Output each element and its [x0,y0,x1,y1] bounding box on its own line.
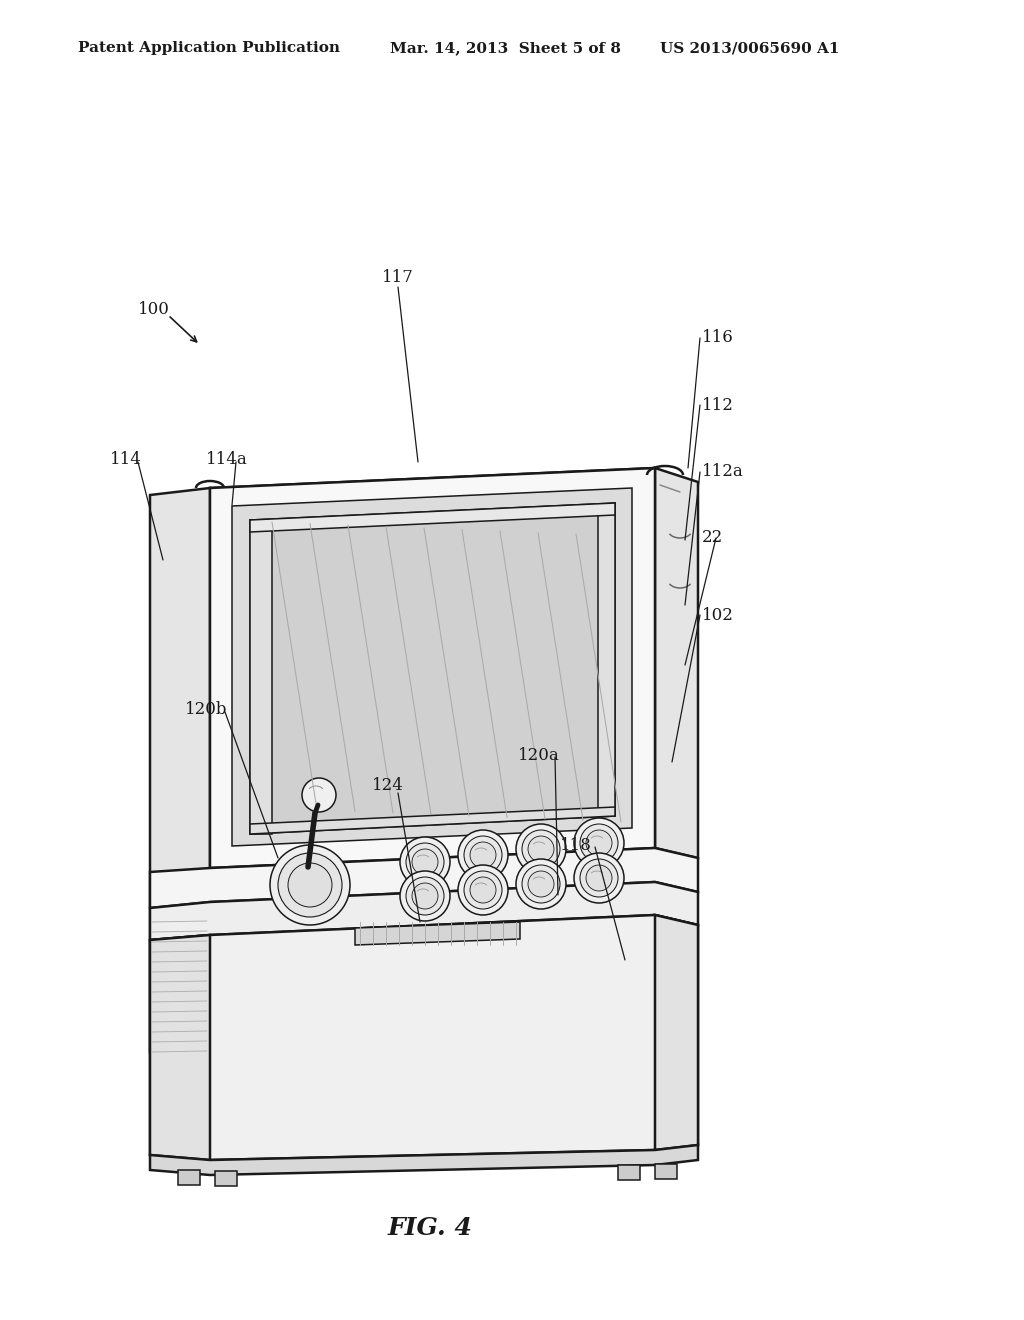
Circle shape [470,842,496,869]
Circle shape [586,865,612,891]
Polygon shape [232,488,632,846]
Text: 117: 117 [382,269,414,286]
Circle shape [406,843,444,880]
Polygon shape [655,915,698,1150]
Text: Mar. 14, 2013  Sheet 5 of 8: Mar. 14, 2013 Sheet 5 of 8 [390,41,621,55]
Polygon shape [150,1144,698,1175]
Polygon shape [250,807,615,834]
Circle shape [580,824,618,862]
Polygon shape [355,921,520,945]
Text: US 2013/0065690 A1: US 2013/0065690 A1 [660,41,840,55]
Circle shape [406,876,444,915]
Text: 118: 118 [560,837,592,854]
Circle shape [400,837,450,887]
Circle shape [412,849,438,875]
Polygon shape [150,882,698,940]
Text: 102: 102 [702,606,734,623]
Circle shape [302,777,336,812]
Circle shape [278,853,342,917]
Polygon shape [655,1164,677,1179]
Circle shape [574,853,624,903]
Text: FIG. 4: FIG. 4 [387,1216,472,1239]
Text: 112a: 112a [702,463,743,480]
Circle shape [516,859,566,909]
Polygon shape [215,1171,237,1185]
Polygon shape [210,469,660,498]
Text: 124: 124 [372,776,403,793]
Circle shape [528,836,554,862]
Text: 114: 114 [110,451,142,469]
Text: 100: 100 [138,301,170,318]
Polygon shape [210,469,655,869]
Polygon shape [250,520,272,834]
Circle shape [580,859,618,898]
Polygon shape [150,488,210,1052]
Text: 116: 116 [702,330,734,346]
Text: 114a: 114a [206,451,248,469]
Polygon shape [250,503,615,532]
Polygon shape [250,503,615,834]
Polygon shape [150,847,698,908]
Polygon shape [178,1170,200,1185]
Circle shape [522,830,560,869]
Circle shape [400,871,450,921]
Circle shape [458,865,508,915]
Polygon shape [598,503,615,817]
Polygon shape [150,915,698,1160]
Text: 120a: 120a [518,747,560,763]
Text: 22: 22 [702,529,723,546]
Circle shape [464,871,502,909]
Text: Patent Application Publication: Patent Application Publication [78,41,340,55]
Circle shape [270,845,350,925]
Circle shape [574,818,624,869]
Text: 120b: 120b [185,701,227,718]
Polygon shape [150,935,210,1160]
Polygon shape [618,1166,640,1180]
Circle shape [464,836,502,874]
Circle shape [288,863,332,907]
Circle shape [412,883,438,909]
Circle shape [586,830,612,855]
Text: 112: 112 [702,396,734,413]
Circle shape [522,865,560,903]
Polygon shape [655,469,698,858]
Circle shape [516,824,566,874]
Circle shape [470,876,496,903]
Circle shape [528,871,554,898]
Circle shape [458,830,508,880]
